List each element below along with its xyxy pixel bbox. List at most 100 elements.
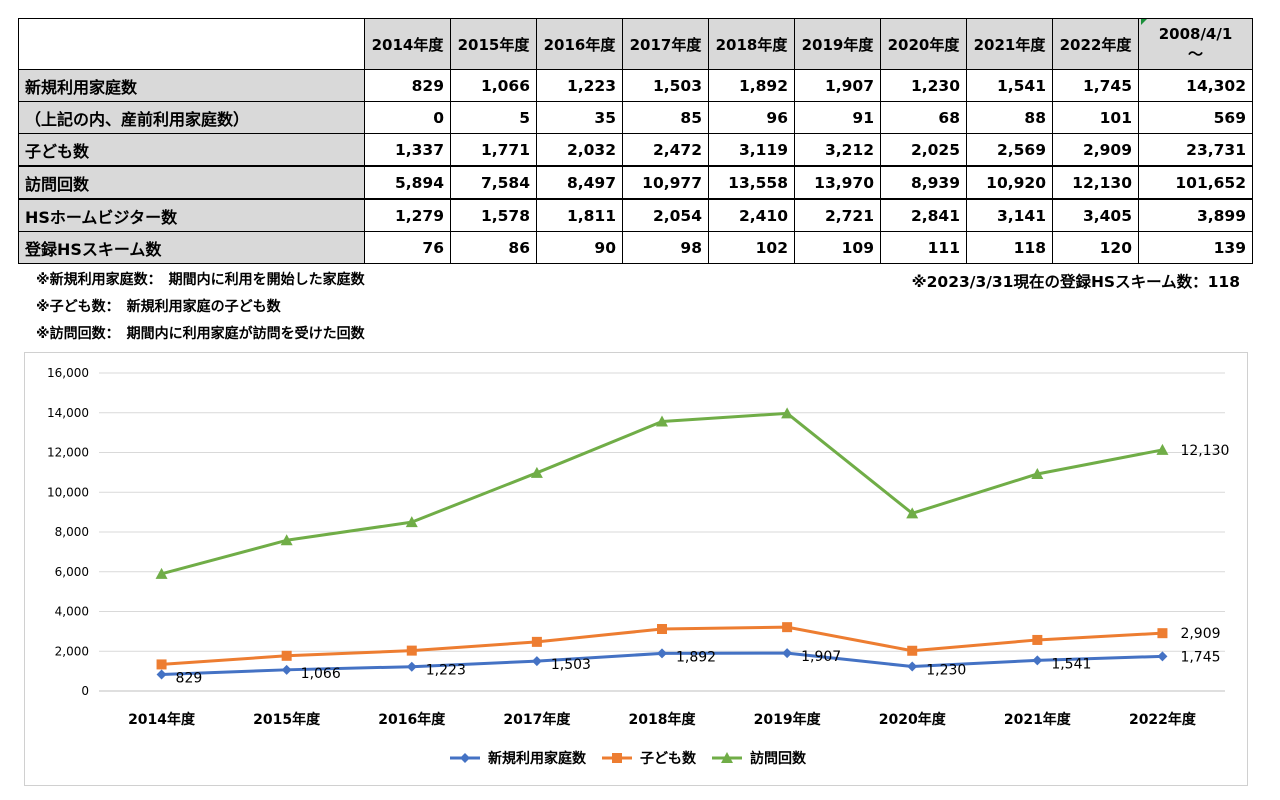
note-new-families: ※新規利用家庭数： 期間内に利用を開始した家庭数 (36, 272, 365, 288)
data-point (657, 648, 667, 659)
data-point (907, 645, 918, 656)
legend-marker (460, 753, 470, 763)
table-cell: 12,130 (1052, 165, 1139, 200)
table-cell: 2,410 (708, 198, 795, 232)
data-point (1032, 634, 1043, 645)
data-point (530, 466, 543, 478)
table-row: （上記の内、産前利用家庭数） 0 5 35 85 96 91 68 88 101 569 (18, 101, 1253, 134)
cumulative-header-line1: 2008/4/1 (1158, 25, 1233, 43)
data-point (531, 656, 542, 667)
stats-table: 2014年度 2015年度 2016年度 2017年度 2018年度 2019年… (18, 18, 1253, 264)
data-point (782, 648, 793, 659)
table-cell: 2,054 (622, 198, 709, 232)
table-cell: 13,970 (794, 165, 881, 200)
table-cell: 23,731 (1138, 133, 1253, 167)
table-header-cell: 2015年度 (450, 18, 537, 70)
data-label: 1,745 (1180, 649, 1220, 665)
table-header-cell: 2020年度 (880, 18, 967, 70)
table-cell: 2,569 (966, 133, 1053, 167)
data-point (280, 534, 293, 546)
row-label: 子ども数 (18, 133, 365, 167)
table-cell: 8,939 (880, 165, 967, 200)
row-label: 訪問回数 (18, 165, 365, 200)
data-label: 1,541 (1051, 656, 1091, 672)
data-point (906, 507, 919, 519)
legend-label: 訪問回数 (750, 750, 807, 767)
table-cell: 1,279 (364, 198, 451, 232)
table-cell: 3,405 (1052, 198, 1139, 232)
line-chart: 0 2,000 4,000 6,000 8,000 10,000 12,000 14,000 1… (24, 352, 1248, 786)
table-cell: 2,032 (536, 133, 623, 167)
data-point (156, 669, 167, 680)
y-tick-label: 8,000 (55, 525, 89, 539)
table-cell: 2,721 (794, 198, 881, 232)
x-tick-label: 2014年度 (128, 711, 196, 728)
y-tick-label: 14,000 (47, 406, 89, 420)
y-tick-label: 4,000 (55, 605, 89, 619)
x-tick-label: 2019年度 (754, 711, 822, 728)
data-point (406, 645, 417, 656)
data-label: 1,230 (926, 663, 966, 679)
x-tick-label: 2016年度 (378, 711, 446, 728)
table-cell: 91 (794, 101, 881, 134)
legend-marker (721, 752, 733, 763)
table-cell: 1,578 (450, 198, 537, 232)
data-point (406, 661, 417, 672)
table-cell: 1,771 (450, 133, 537, 167)
table-cell: 101,652 (1138, 165, 1253, 200)
table-cell: 2,909 (1052, 133, 1139, 167)
table-cell: 13,558 (708, 165, 795, 200)
data-point (1032, 655, 1043, 666)
table-cell: 96 (708, 101, 795, 134)
y-tick-label: 16,000 (47, 366, 89, 380)
legend-label: 新規利用家庭数 (488, 750, 587, 767)
table-cell: 2,472 (622, 133, 709, 167)
table-cell: 85 (622, 101, 709, 134)
y-tick-label: 12,000 (47, 446, 89, 460)
legend-marker (612, 753, 622, 763)
table-header-cell: 2016年度 (536, 18, 623, 70)
data-point (781, 407, 794, 419)
data-label: 1,503 (551, 657, 591, 673)
table-header-cell: 2019年度 (794, 18, 881, 70)
data-point (156, 659, 167, 670)
table-cell: 1,811 (536, 198, 623, 232)
data-label: 1,892 (676, 649, 716, 665)
table-cell: 1,066 (450, 69, 537, 102)
table-cell: 10,920 (966, 165, 1053, 200)
table-cell: 111 (880, 231, 967, 264)
table-cell: 8,497 (536, 165, 623, 200)
table-cell: 102 (708, 231, 795, 264)
table-header-cell: 2017年度 (622, 18, 709, 70)
table-cell: 1,745 (1052, 69, 1139, 102)
data-point (1156, 443, 1169, 455)
table-cell: 35 (536, 101, 623, 134)
data-label: 1,223 (426, 663, 466, 679)
table-cell: 0 (364, 101, 451, 134)
y-tick-label: 2,000 (55, 644, 89, 658)
table-cell: 1,541 (966, 69, 1053, 102)
data-point (155, 567, 168, 579)
table-cell: 120 (1052, 231, 1139, 264)
table-cell: 14,302 (1138, 69, 1253, 102)
data-point (656, 415, 668, 427)
data-point (907, 661, 918, 672)
table-row: 子ども数 1,337 1,771 2,032 2,472 3,119 3,212 2,025 2… (18, 133, 1253, 167)
table-cell: 2,025 (880, 133, 967, 167)
table-cell: 3,141 (966, 198, 1053, 232)
table-cell: 1,892 (708, 69, 795, 102)
table-cell: 1,337 (364, 133, 451, 167)
data-label: 1,907 (801, 649, 841, 665)
y-tick-label: 0 (81, 684, 89, 698)
table-cell: 3,212 (794, 133, 881, 167)
table-header-cell: 2022年度 (1052, 18, 1139, 70)
table-cell: 3,899 (1138, 198, 1253, 232)
note-registered-schemes: ※2023/3/31現在の登録HSスキーム数：118 (911, 273, 1240, 291)
table-cell: 139 (1138, 231, 1253, 264)
data-point (281, 650, 292, 661)
table-row: 新規利用家庭数 829 1,066 1,223 1,503 1,892 1,907 1,230… (18, 69, 1253, 102)
table-cell: 7,584 (450, 165, 537, 200)
table-cell: 10,977 (622, 165, 709, 200)
data-point (281, 664, 292, 675)
data-point (782, 622, 793, 633)
